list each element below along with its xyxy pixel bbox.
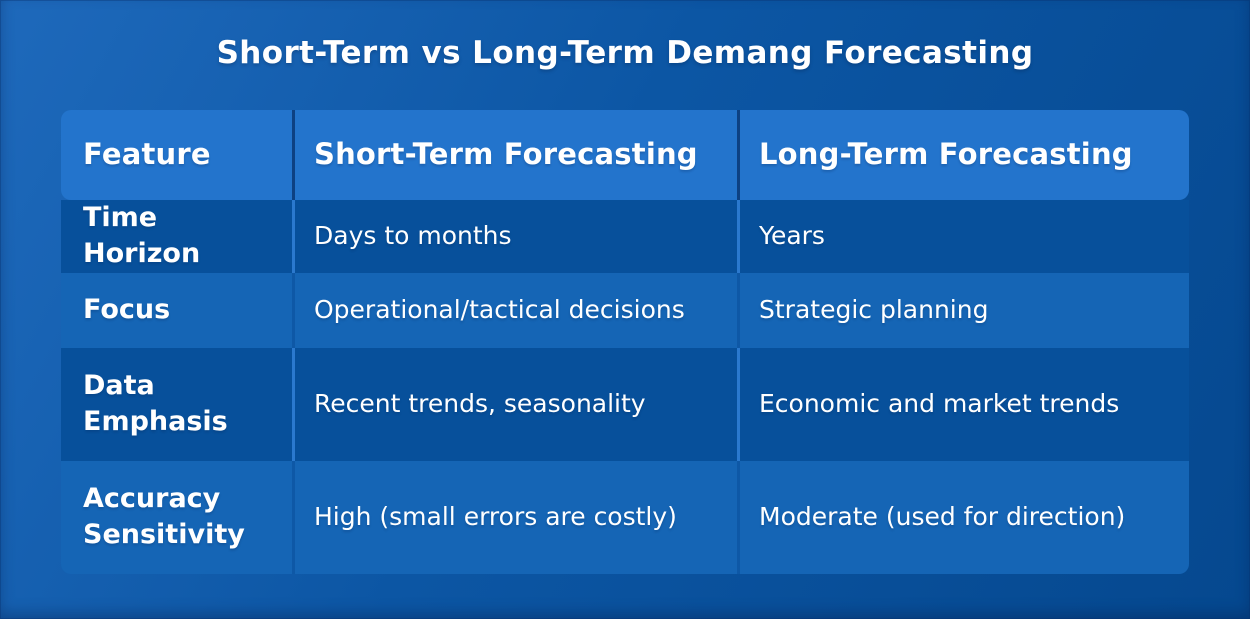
page-title: Short-Term vs Long-Term Demang Forecasti… — [216, 35, 1034, 71]
row-label: Accuracy Sensitivity — [83, 482, 245, 551]
comparison-table: Feature Short-Term Forecasting Long-Term… — [61, 109, 1189, 574]
header-cell-feature: Feature — [83, 137, 211, 172]
cell-short-term: Operational/tactical decisions — [292, 272, 737, 348]
row-label: Data Emphasis — [83, 369, 228, 438]
table-header-row: Feature Short-Term Forecasting Long-Term… — [61, 109, 1189, 200]
cell-long-term: Years — [737, 199, 1189, 273]
cell-short-term: Days to months — [292, 199, 737, 273]
cell-short-term: Recent trends, seasonality — [292, 347, 737, 461]
table-row-accuracy-sensitivity: Accuracy Sensitivity High (small errors … — [61, 460, 1189, 574]
cell-short-term: High (small errors are costly) — [292, 460, 737, 574]
table-row-time-horizon: Time Horizon Days to months Years — [61, 199, 1189, 273]
cell-long-term: Moderate (used for direction) — [737, 460, 1189, 574]
cell-long-term: Economic and market trends — [737, 347, 1189, 461]
row-label: Focus — [83, 293, 171, 325]
table-row-data-emphasis: Data Emphasis Recent trends, seasonality… — [61, 347, 1189, 461]
header-cell-short-term: Short-Term Forecasting — [292, 109, 737, 200]
row-label: Time Horizon — [83, 201, 201, 270]
table-row-focus: Focus Operational/tactical decisions Str… — [61, 272, 1189, 348]
cell-long-term: Strategic planning — [737, 272, 1189, 348]
header-cell-long-term: Long-Term Forecasting — [737, 109, 1189, 200]
